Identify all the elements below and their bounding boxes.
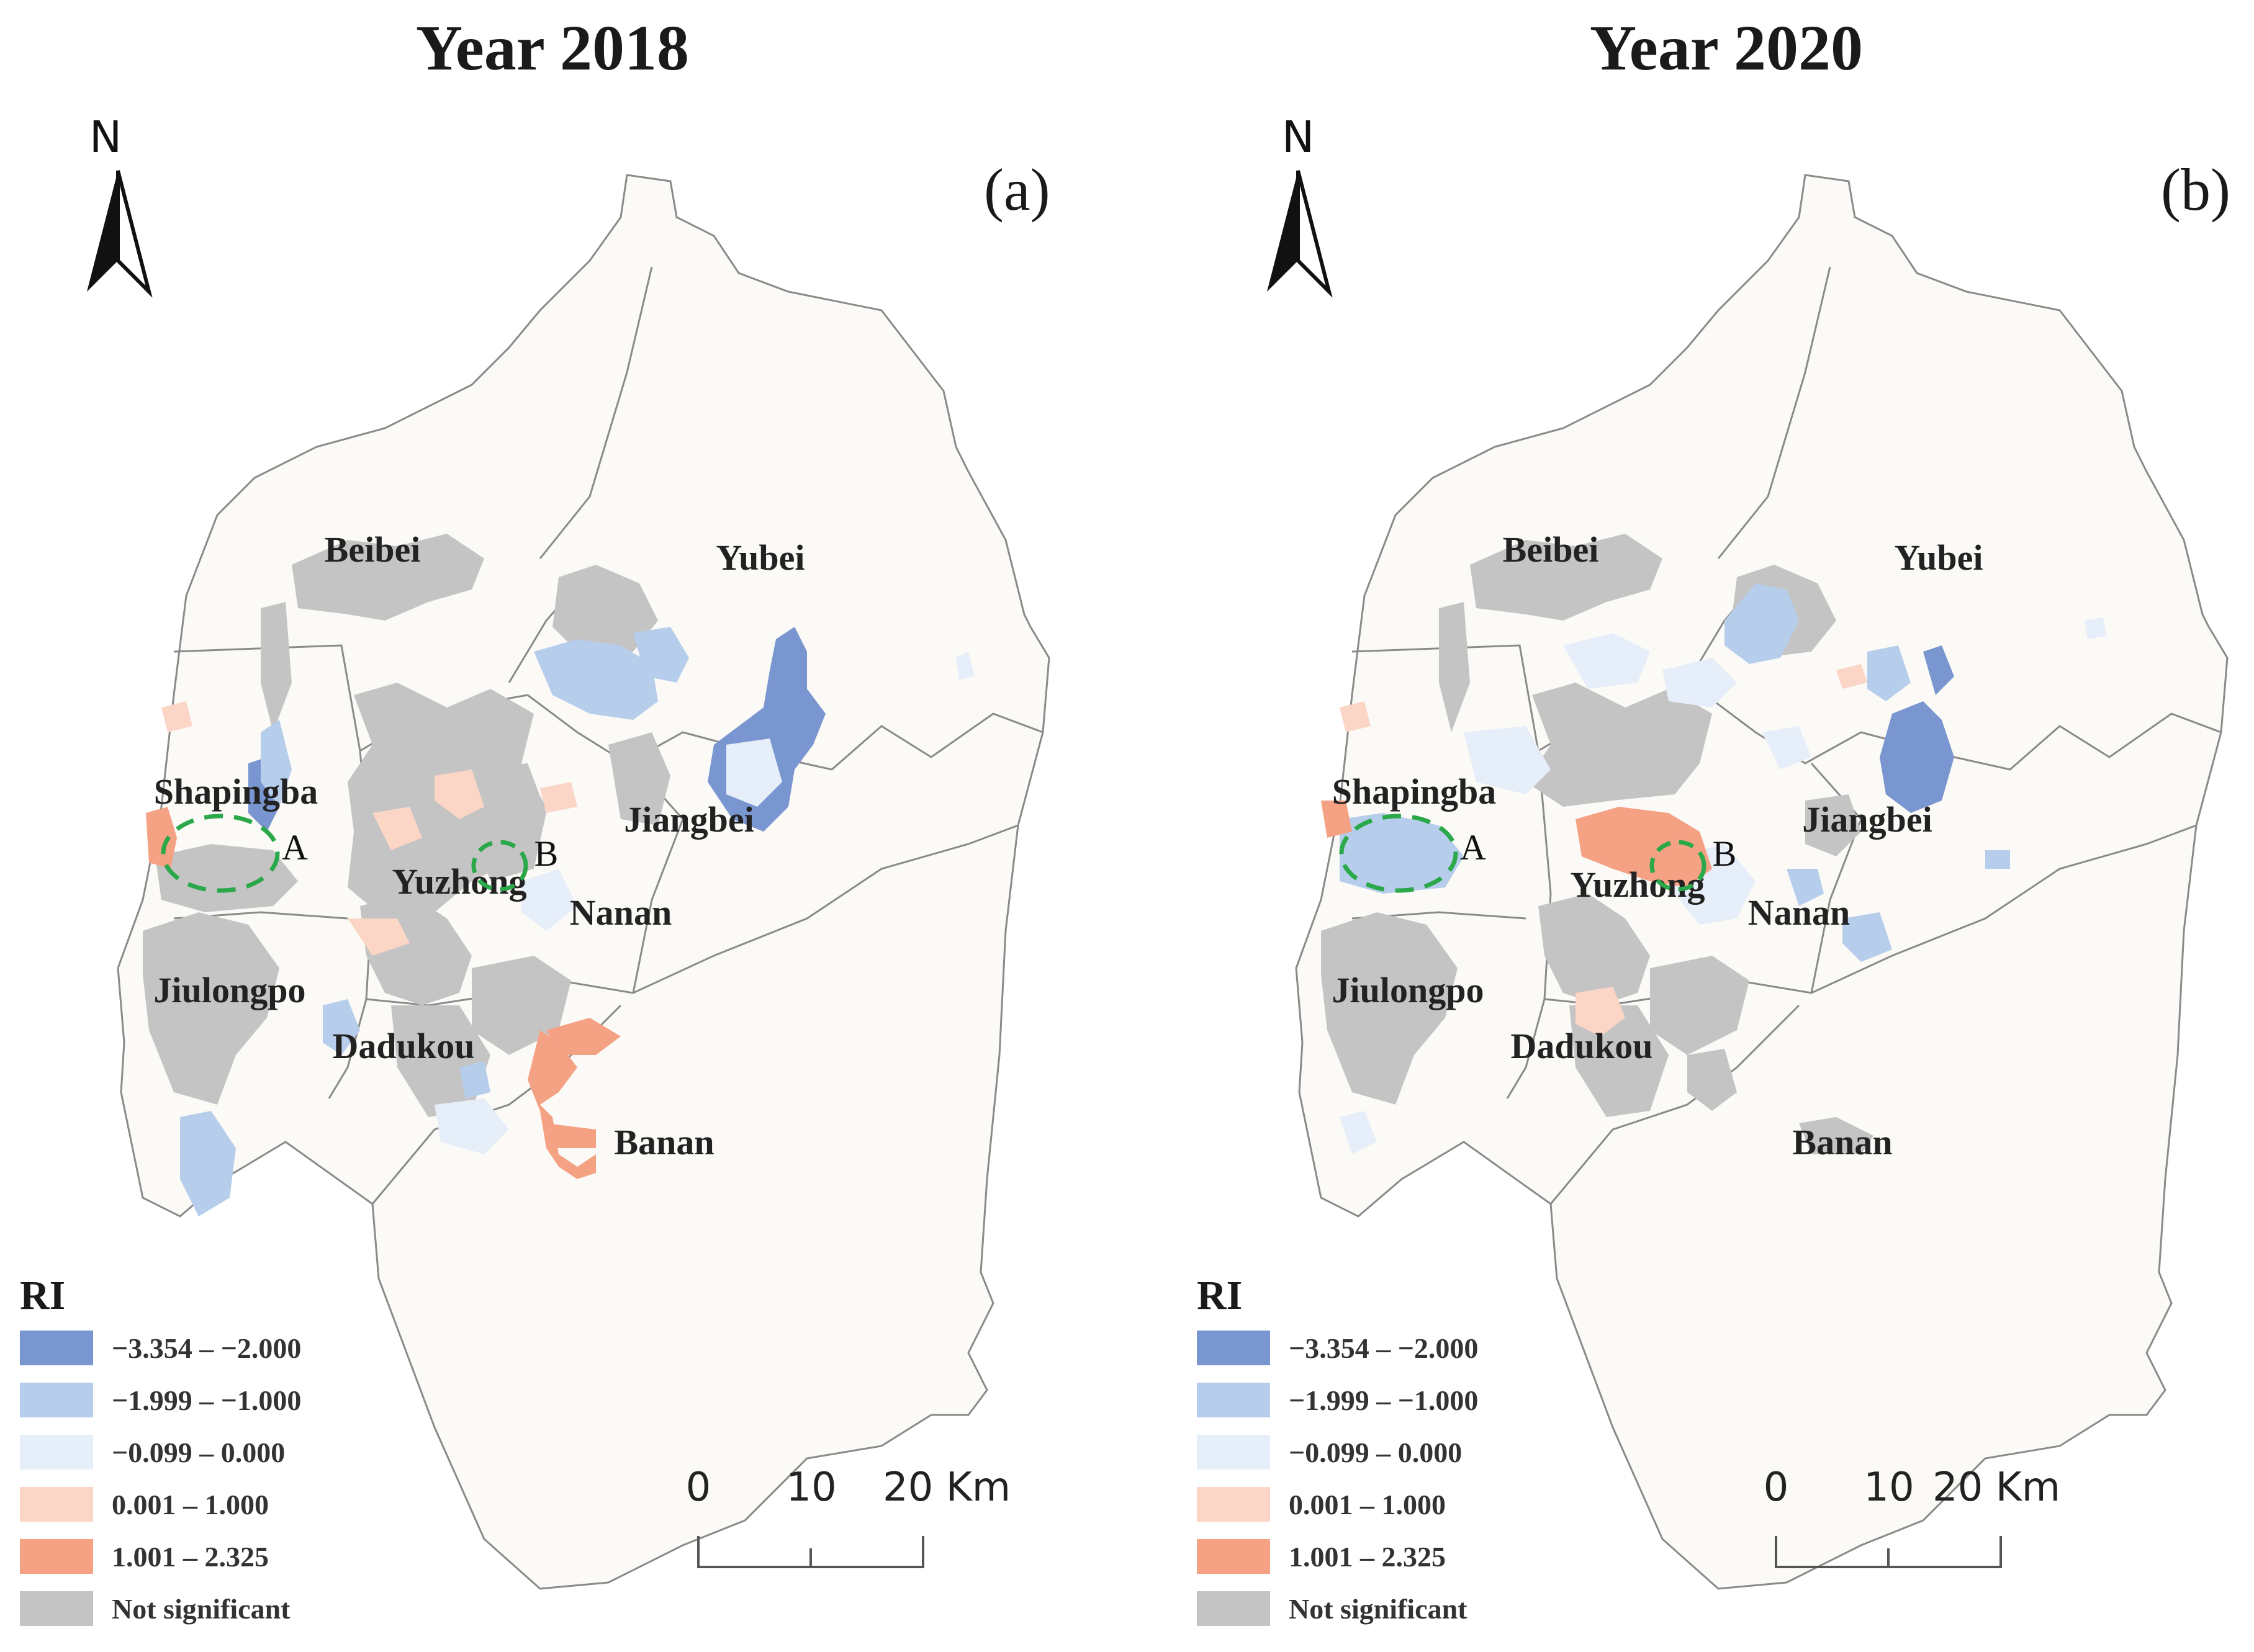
scale-bar-line	[697, 1536, 924, 1568]
legend-label: −1.999 – −1.000	[1289, 1384, 1479, 1416]
district-label: Dadukou	[1511, 1026, 1653, 1066]
north-arrow-icon: N	[1267, 112, 1333, 298]
scale-bar-line	[1775, 1536, 2002, 1568]
legend: RI −3.354 – −2.000 −1.999 – −1.000 −0.09…	[20, 1272, 417, 1635]
marker-circle-a	[1339, 814, 1458, 893]
legend-swatch	[20, 1435, 93, 1470]
legend-swatch	[1197, 1331, 1270, 1365]
legend-item: −0.099 – 0.000	[20, 1426, 417, 1478]
legend-label: Not significant	[1289, 1592, 1467, 1625]
map-panel-2018: Year 2018 (a) N	[20, 12, 1050, 1635]
legend-swatch	[1197, 1435, 1270, 1470]
north-label: N	[89, 112, 122, 163]
legend-swatch	[20, 1591, 93, 1626]
legend-label: 1.001 – 2.325	[112, 1540, 269, 1573]
legend-label: −0.099 – 0.000	[112, 1436, 286, 1468]
district-label: Nanan	[570, 892, 672, 933]
ri-strong-positive-areas	[1321, 801, 1712, 887]
ri-slight-positive-areas	[161, 701, 577, 956]
district-label: Banan	[614, 1122, 714, 1162]
north-arrow-icon: N	[87, 112, 153, 298]
legend-item: −1.999 – −1.000	[20, 1374, 417, 1426]
panel-title: Year 2018	[415, 12, 690, 84]
panel-label: (a)	[984, 156, 1050, 223]
ri-slight-positive-areas	[1340, 664, 1867, 1036]
scale-tick-label: 10	[1864, 1465, 1914, 1511]
legend-item: 1.001 – 2.325	[1197, 1530, 1594, 1582]
district-label: Shapingba	[154, 771, 318, 812]
marker-circle-b	[471, 840, 528, 892]
district-label: Jiangbei	[624, 799, 754, 840]
district-label: Yuzhong	[392, 861, 526, 902]
legend-label: −0.099 – 0.000	[1289, 1436, 1463, 1468]
district-label: Beibei	[325, 529, 421, 570]
district-label: Jiulongpo	[154, 970, 306, 1010]
legend-label: 0.001 – 1.000	[1289, 1488, 1446, 1520]
scale-tick-label: 10	[786, 1465, 837, 1511]
legend-item: −3.354 – −2.000	[20, 1322, 417, 1374]
ri-strong-positive-areas	[146, 807, 621, 1179]
district-label: Banan	[1792, 1122, 1892, 1162]
legend-label: 1.001 – 2.325	[1289, 1540, 1446, 1573]
panel-label: (b)	[2161, 156, 2230, 223]
scale-bar: 0 10 20 Km	[677, 1465, 1011, 1589]
legend-label: −1.999 – −1.000	[112, 1384, 302, 1416]
legend-item: −1.999 – −1.000	[1197, 1374, 1594, 1426]
legend-item: Not significant	[20, 1582, 417, 1635]
study-area-boundary	[1295, 174, 2229, 1590]
scale-tick-label: 20 Km	[882, 1465, 1011, 1511]
legend-item: 0.001 – 1.000	[20, 1478, 417, 1530]
legend-label: 0.001 – 1.000	[112, 1488, 269, 1520]
legend-swatch	[20, 1487, 93, 1522]
marker-circle-a	[161, 814, 280, 893]
legend-swatch	[20, 1331, 93, 1365]
ri-strong-negative-areas	[1880, 645, 1954, 813]
study-area-boundary	[117, 174, 1050, 1590]
legend-item: −0.099 – 0.000	[1197, 1426, 1594, 1478]
scale-tick-label: 0	[685, 1465, 711, 1511]
legend-item: 1.001 – 2.325	[20, 1530, 417, 1582]
district-label: Nanan	[1748, 892, 1850, 933]
legend-swatch	[20, 1383, 93, 1417]
study-area-map: N	[1267, 112, 2229, 1590]
legend-item: Not significant	[1197, 1582, 1594, 1635]
district-label: Dadukou	[333, 1026, 475, 1066]
district-label: Yubei	[1895, 537, 1983, 578]
marker-label: B	[1713, 833, 1737, 874]
ri-slight-negative-areas	[1340, 617, 2106, 1154]
north-label: N	[1282, 112, 1314, 163]
district-label: Beibei	[1503, 529, 1599, 570]
legend-label: −3.354 – −2.000	[112, 1332, 302, 1364]
panel-title: Year 2020	[1589, 12, 1864, 84]
legend-swatch	[1197, 1539, 1270, 1574]
legend-swatch	[1197, 1383, 1270, 1417]
district-label: Jiangbei	[1802, 799, 1932, 840]
legend-label: −3.354 – −2.000	[1289, 1332, 1479, 1364]
legend-label: Not significant	[112, 1592, 291, 1625]
marker-label: A	[282, 827, 308, 868]
legend-item: −3.354 – −2.000	[1197, 1322, 1594, 1374]
marker-label: A	[1460, 827, 1486, 868]
district-label: Shapingba	[1332, 771, 1496, 812]
scale-tick-label: 20 Km	[1932, 1465, 2061, 1511]
legend-swatch	[1197, 1591, 1270, 1626]
study-area-map: N	[87, 112, 1050, 1590]
legend-title: RI	[1197, 1273, 1243, 1318]
district-label: Jiulongpo	[1332, 970, 1484, 1010]
scale-bar: 0 10 20 Km	[1754, 1465, 2060, 1589]
ri-moderate-negative-areas	[1340, 583, 2010, 962]
map-panel-2020: Year 2020 (b) N	[1127, 0, 2254, 1652]
marker-circle-b	[1649, 840, 1706, 892]
ri-moderate-negative-areas	[180, 627, 689, 1216]
legend: RI −3.354 – −2.000 −1.999 – −1.000 −0.09…	[1197, 1272, 1594, 1635]
district-label: Yuzhong	[1570, 864, 1705, 905]
legend-title: RI	[20, 1273, 66, 1318]
legend-item: 0.001 – 1.000	[1197, 1478, 1594, 1530]
marker-label: B	[534, 833, 559, 874]
ri-slight-negative-areas	[435, 652, 975, 1154]
district-label: Yubei	[716, 537, 805, 578]
scale-tick-label: 0	[1763, 1465, 1789, 1511]
legend-swatch	[20, 1539, 93, 1574]
legend-swatch	[1197, 1487, 1270, 1522]
